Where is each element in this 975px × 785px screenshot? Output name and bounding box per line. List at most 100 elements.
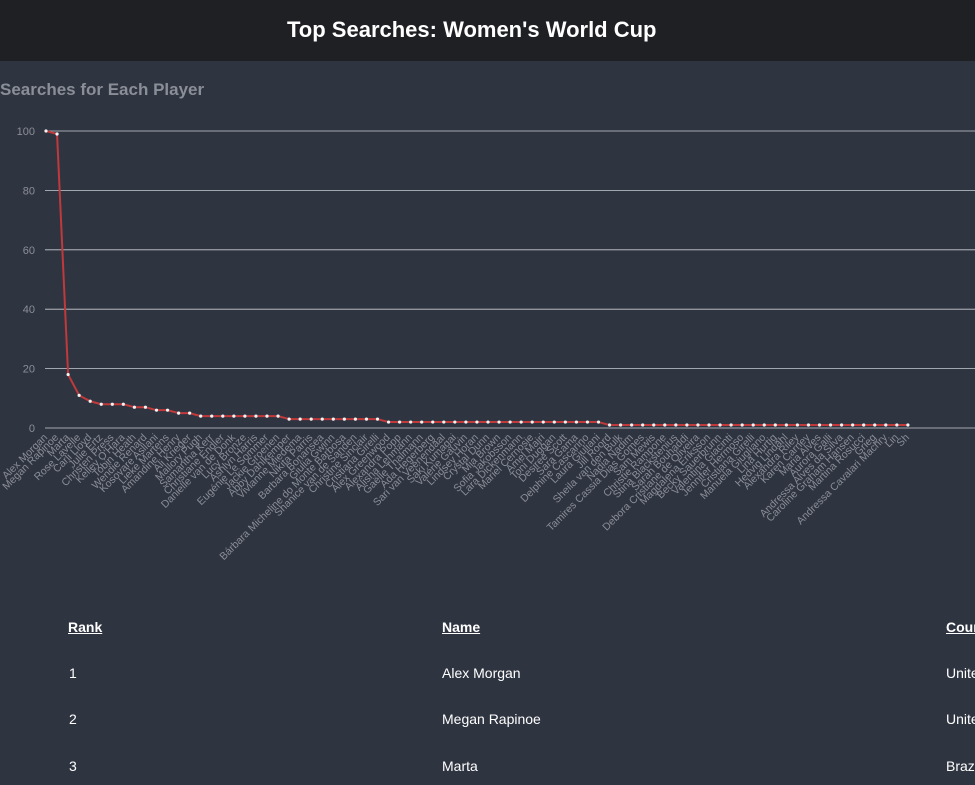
data-point[interactable] xyxy=(431,420,435,424)
data-point[interactable] xyxy=(508,420,512,424)
data-point[interactable] xyxy=(563,420,567,424)
data-point[interactable] xyxy=(88,399,92,403)
data-point[interactable] xyxy=(353,417,357,421)
data-point[interactable] xyxy=(740,423,744,427)
data-point[interactable] xyxy=(607,423,612,427)
data-point[interactable] xyxy=(398,420,402,424)
table-cell-rank: 2 xyxy=(69,711,77,727)
table-cell-name: Megan Rapinoe xyxy=(442,711,541,727)
table-cell-country: Brazi xyxy=(946,758,975,774)
y-tick-label: 20 xyxy=(23,364,35,376)
data-point[interactable] xyxy=(44,129,48,133)
data-point[interactable] xyxy=(298,417,302,421)
data-point[interactable] xyxy=(221,414,225,418)
data-point[interactable] xyxy=(784,423,788,427)
data-point[interactable] xyxy=(541,420,545,424)
data-point[interactable] xyxy=(895,423,899,427)
data-point[interactable] xyxy=(585,420,590,424)
data-point[interactable] xyxy=(828,423,833,427)
table-header-name[interactable]: Name xyxy=(442,619,481,635)
data-point[interactable] xyxy=(641,423,645,427)
data-point[interactable] xyxy=(574,420,579,424)
table-cell-country: Unite xyxy=(946,711,975,727)
data-point[interactable] xyxy=(652,423,656,427)
data-point[interactable] xyxy=(165,408,170,412)
data-point[interactable] xyxy=(375,417,380,421)
data-point[interactable] xyxy=(154,408,159,412)
data-point[interactable] xyxy=(265,414,269,418)
data-point[interactable] xyxy=(707,423,711,427)
data-point[interactable] xyxy=(762,423,766,427)
data-point[interactable] xyxy=(320,417,324,421)
data-point[interactable] xyxy=(530,420,534,424)
data-point[interactable] xyxy=(663,423,667,427)
data-point[interactable] xyxy=(884,423,888,427)
data-point[interactable] xyxy=(143,405,148,409)
data-point[interactable] xyxy=(806,423,811,427)
data-point[interactable] xyxy=(386,420,391,424)
data-point[interactable] xyxy=(177,411,181,415)
data-point[interactable] xyxy=(199,414,203,418)
data-point[interactable] xyxy=(77,393,81,397)
y-axis-ticks: 0 20 40 60 80 100 xyxy=(17,126,35,435)
data-point[interactable] xyxy=(862,423,866,427)
data-point[interactable] xyxy=(409,420,413,424)
data-point[interactable] xyxy=(773,423,777,427)
data-point[interactable] xyxy=(342,417,346,421)
data-point[interactable] xyxy=(696,423,700,427)
data-point[interactable] xyxy=(99,402,103,406)
data-point[interactable] xyxy=(552,420,556,424)
data-point[interactable] xyxy=(132,405,136,409)
data-point[interactable] xyxy=(243,414,247,418)
data-point[interactable] xyxy=(55,132,59,136)
data-point[interactable] xyxy=(619,423,623,427)
data-point[interactable] xyxy=(817,423,822,427)
data-point[interactable] xyxy=(751,423,755,427)
data-point[interactable] xyxy=(254,414,258,418)
data-point[interactable] xyxy=(442,420,446,424)
data-point[interactable] xyxy=(210,414,214,418)
players-table: Rank Name Cour 1 Alex Morgan Unite 2 Meg… xyxy=(0,600,975,785)
data-point[interactable] xyxy=(795,423,800,427)
data-point[interactable] xyxy=(630,423,634,427)
data-point[interactable] xyxy=(840,423,844,427)
data-point[interactable] xyxy=(464,420,468,424)
data-point[interactable] xyxy=(475,420,479,424)
data-point[interactable] xyxy=(729,423,733,427)
data-point[interactable] xyxy=(685,423,689,427)
x-tick-label: Sh xyxy=(894,432,912,450)
y-tick-label: 60 xyxy=(23,245,35,257)
data-point[interactable] xyxy=(486,420,490,424)
y-tick-label: 80 xyxy=(23,185,35,197)
data-point[interactable] xyxy=(364,417,369,421)
series-line xyxy=(45,130,908,427)
chart-section-title: Searches for Each Player xyxy=(0,80,205,99)
data-point[interactable] xyxy=(453,420,457,424)
data-point[interactable] xyxy=(287,417,291,421)
y-tick-label: 40 xyxy=(23,304,35,316)
data-point[interactable] xyxy=(497,420,501,424)
data-point[interactable] xyxy=(519,420,523,424)
data-point[interactable] xyxy=(851,423,855,427)
data-point[interactable] xyxy=(873,423,877,427)
page-title: Top Searches: Women's World Cup xyxy=(287,17,657,42)
data-point[interactable] xyxy=(596,420,601,424)
y-tick-label: 0 xyxy=(29,423,35,435)
header-bar: Top Searches: Women's World Cup xyxy=(0,0,975,61)
table-header-rank[interactable]: Rank xyxy=(68,619,103,635)
data-point[interactable] xyxy=(110,402,114,406)
data-point[interactable] xyxy=(276,414,280,418)
data-point[interactable] xyxy=(420,420,424,424)
data-point[interactable] xyxy=(188,411,192,415)
data-point[interactable] xyxy=(331,417,335,421)
data-point[interactable] xyxy=(66,372,70,377)
data-point[interactable] xyxy=(309,417,313,421)
data-point[interactable] xyxy=(718,423,722,427)
data-point[interactable] xyxy=(232,414,236,418)
table-header-country[interactable]: Cour xyxy=(946,619,975,635)
data-point[interactable] xyxy=(674,423,678,427)
data-point[interactable] xyxy=(121,402,125,406)
data-point[interactable] xyxy=(906,423,910,427)
